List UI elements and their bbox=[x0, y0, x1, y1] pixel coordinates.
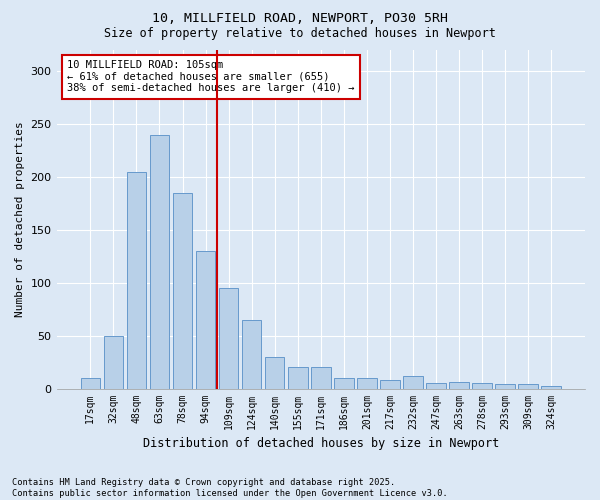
Bar bbox=[173, 193, 193, 388]
Bar bbox=[472, 384, 492, 388]
X-axis label: Distribution of detached houses by size in Newport: Distribution of detached houses by size … bbox=[143, 437, 499, 450]
Bar bbox=[219, 288, 238, 388]
Bar bbox=[311, 368, 331, 388]
Bar bbox=[426, 384, 446, 388]
Bar bbox=[196, 251, 215, 388]
Bar bbox=[449, 382, 469, 388]
Bar bbox=[80, 378, 100, 388]
Text: 10, MILLFIELD ROAD, NEWPORT, PO30 5RH: 10, MILLFIELD ROAD, NEWPORT, PO30 5RH bbox=[152, 12, 448, 26]
Text: 10 MILLFIELD ROAD: 105sqm
← 61% of detached houses are smaller (655)
38% of semi: 10 MILLFIELD ROAD: 105sqm ← 61% of detac… bbox=[67, 60, 355, 94]
Y-axis label: Number of detached properties: Number of detached properties bbox=[15, 122, 25, 317]
Bar bbox=[334, 378, 353, 388]
Bar bbox=[149, 134, 169, 388]
Bar bbox=[541, 386, 561, 388]
Text: Contains HM Land Registry data © Crown copyright and database right 2025.
Contai: Contains HM Land Registry data © Crown c… bbox=[12, 478, 448, 498]
Bar bbox=[518, 384, 538, 388]
Text: Size of property relative to detached houses in Newport: Size of property relative to detached ho… bbox=[104, 28, 496, 40]
Bar bbox=[357, 378, 377, 388]
Bar bbox=[104, 336, 123, 388]
Bar bbox=[496, 384, 515, 388]
Bar bbox=[403, 376, 423, 388]
Bar bbox=[288, 368, 308, 388]
Bar bbox=[265, 357, 284, 388]
Bar bbox=[242, 320, 262, 388]
Bar bbox=[380, 380, 400, 388]
Bar bbox=[127, 172, 146, 388]
